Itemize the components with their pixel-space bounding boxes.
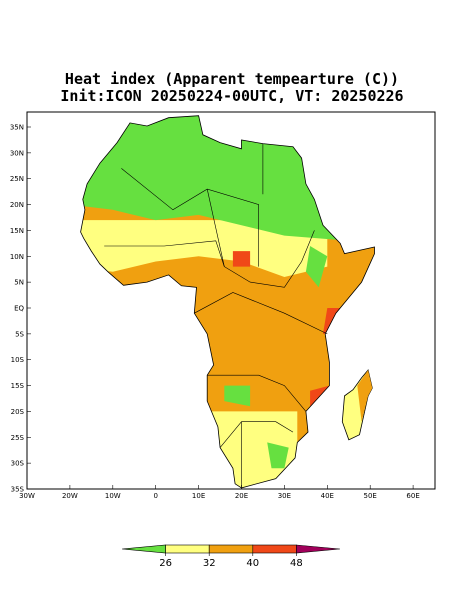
colorbar-segment [165,544,210,554]
lat-label: 30S [11,460,25,468]
lat-label: 35S [11,486,25,494]
border [206,189,315,288]
zone [224,385,251,407]
zone [80,220,328,277]
lat-label: 15S [11,382,25,390]
border [207,374,307,412]
colorbar-segment [252,544,297,554]
lat-label: 5S [15,330,24,338]
subtitle: Init:ICON 20250224-00UTC, VT: 20250226 [60,87,403,105]
lon-label: 10W [105,492,121,500]
lat-label: 5N [14,279,24,287]
lon-label: 60E [406,492,419,500]
colorbar-segment [208,544,254,554]
lon-label: 20E [235,492,248,500]
lon-label: 20W [62,492,78,500]
colorbar: 26 32 40 48 [121,544,341,569]
colorbar-label: 48 [290,558,303,569]
lon-label: 0 [153,492,157,500]
colorbar-segment [121,544,166,554]
lon-label: 10E [192,492,205,500]
lat-label: 25N [10,175,24,183]
lat-label: 30N [10,149,24,157]
lon-label: 50E [364,492,377,500]
lat-label: 15N [10,227,24,235]
lon-label: 30W [19,492,35,500]
lat-label: 10N [10,253,24,261]
map-ticks: 35N 30N 25N 20N 15N 10N 5N EQ 5S 10S 15S 20S 25S 30S 3… [10,124,420,501]
lon-label: 40E [321,492,334,500]
lon-label: 30E [278,492,291,500]
zone [267,442,289,469]
colorbar-label: 26 [159,558,172,569]
colorbar-segment [296,544,341,554]
map-frame [26,111,436,490]
colorbar-label: 32 [203,558,216,569]
zone [232,251,251,267]
border [219,421,294,448]
africa-outline [80,115,375,489]
madagascar-east [357,370,373,422]
zone [305,246,328,288]
border [194,292,328,335]
zone [198,411,298,488]
lat-label: EQ [14,305,24,313]
lat-label: 10S [11,356,25,364]
title: Heat index (Apparent tempearture (C)) [65,70,399,88]
colorbar-label: 40 [246,558,259,569]
lat-label: 35N [10,124,24,132]
lat-label: 20S [11,408,25,416]
lat-label: 20N [10,201,24,209]
border [104,240,225,267]
lat-label: 25S [11,434,25,442]
